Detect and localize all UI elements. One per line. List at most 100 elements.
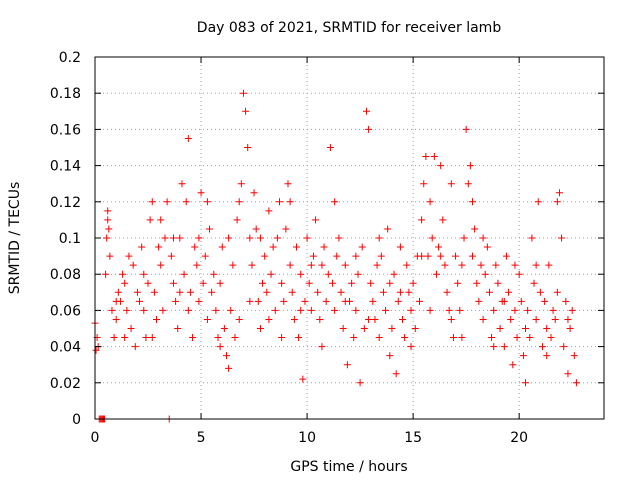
- data-point: [522, 325, 530, 332]
- data-point: [479, 234, 487, 242]
- data-point: [572, 379, 580, 387]
- data-point: [384, 225, 392, 233]
- data-point: [445, 306, 453, 314]
- data-point: [301, 297, 309, 305]
- data-point: [218, 243, 226, 251]
- data-point: [496, 325, 504, 332]
- data-point: [339, 325, 347, 332]
- data-point: [570, 352, 578, 360]
- y-tick-label: 0.14: [50, 159, 81, 175]
- data-point: [555, 189, 563, 197]
- data-point: [386, 352, 394, 360]
- data-point: [509, 361, 517, 369]
- data-point: [490, 343, 498, 351]
- data-point: [269, 243, 277, 251]
- data-point: [259, 279, 267, 287]
- data-point: [176, 288, 184, 296]
- data-point: [231, 334, 239, 342]
- data-point: [216, 279, 224, 287]
- data-point: [337, 288, 345, 296]
- grid-lines: [95, 57, 604, 419]
- data-point: [558, 234, 566, 242]
- data-point: [485, 288, 493, 296]
- data-point: [169, 234, 177, 242]
- data-point: [407, 306, 415, 314]
- data-point: [547, 334, 555, 342]
- data-point: [125, 252, 133, 260]
- data-point: [286, 261, 294, 269]
- data-point: [157, 261, 165, 269]
- data-point: [365, 315, 373, 323]
- data-point: [515, 270, 523, 278]
- data-point: [159, 306, 167, 314]
- data-point: [511, 306, 519, 314]
- data-point: [307, 306, 315, 314]
- data-point: [220, 325, 228, 332]
- data-point: [203, 198, 211, 206]
- data-point: [437, 252, 445, 260]
- data-point: [150, 288, 158, 296]
- data-point: [494, 279, 502, 287]
- data-point: [157, 216, 165, 224]
- data-point: [449, 334, 457, 342]
- y-tick-label: 0.18: [50, 86, 81, 102]
- data-points: [91, 89, 580, 423]
- y-axis-ticks: 0 0.02 0.04 0.06 0.08 0.1 0.12 0.14 0.16 0.18 0.2: [50, 50, 604, 428]
- data-point: [235, 315, 243, 323]
- data-point: [271, 306, 279, 314]
- data-point: [297, 270, 305, 278]
- data-point: [409, 279, 417, 287]
- data-point: [522, 379, 530, 387]
- data-point: [388, 325, 396, 332]
- data-point: [167, 252, 175, 260]
- data-point: [354, 270, 362, 278]
- data-point: [225, 234, 233, 242]
- data-point: [140, 306, 148, 314]
- data-point: [252, 225, 260, 233]
- data-point: [418, 252, 426, 260]
- data-point: [335, 234, 343, 242]
- data-point: [513, 334, 521, 342]
- data-point: [326, 144, 334, 151]
- data-point: [303, 234, 311, 242]
- data-point: [214, 334, 222, 342]
- data-point: [104, 207, 112, 215]
- data-point: [377, 252, 385, 260]
- data-point: [121, 334, 129, 342]
- data-point: [246, 234, 254, 242]
- data-point: [545, 261, 553, 269]
- data-point: [131, 343, 139, 351]
- data-point: [295, 334, 303, 342]
- data-point: [483, 243, 491, 251]
- data-point: [193, 261, 201, 269]
- data-point: [148, 198, 156, 206]
- data-point: [407, 343, 415, 351]
- data-point: [553, 198, 561, 206]
- data-point: [112, 297, 120, 305]
- data-point: [477, 261, 485, 269]
- data-point: [297, 306, 305, 314]
- data-point: [379, 288, 387, 296]
- x-tick-label: 5: [197, 430, 206, 446]
- data-point: [229, 261, 237, 269]
- data-point: [299, 375, 307, 383]
- data-point: [447, 315, 455, 323]
- data-point: [420, 180, 428, 188]
- data-point: [536, 288, 544, 296]
- data-point: [123, 306, 131, 314]
- data-point: [373, 261, 381, 269]
- data-point: [278, 279, 286, 287]
- data-point: [401, 334, 409, 342]
- data-point: [479, 315, 487, 323]
- x-tick-label: 0: [91, 430, 100, 446]
- x-tick-label: 20: [510, 430, 528, 446]
- data-point: [435, 243, 443, 251]
- y-tick-label: 0.06: [50, 303, 81, 319]
- data-point: [530, 279, 538, 287]
- y-tick-label: 0.16: [50, 122, 81, 138]
- data-point: [250, 189, 258, 197]
- data-point: [273, 234, 281, 242]
- data-point: [263, 288, 271, 296]
- data-point: [169, 279, 177, 287]
